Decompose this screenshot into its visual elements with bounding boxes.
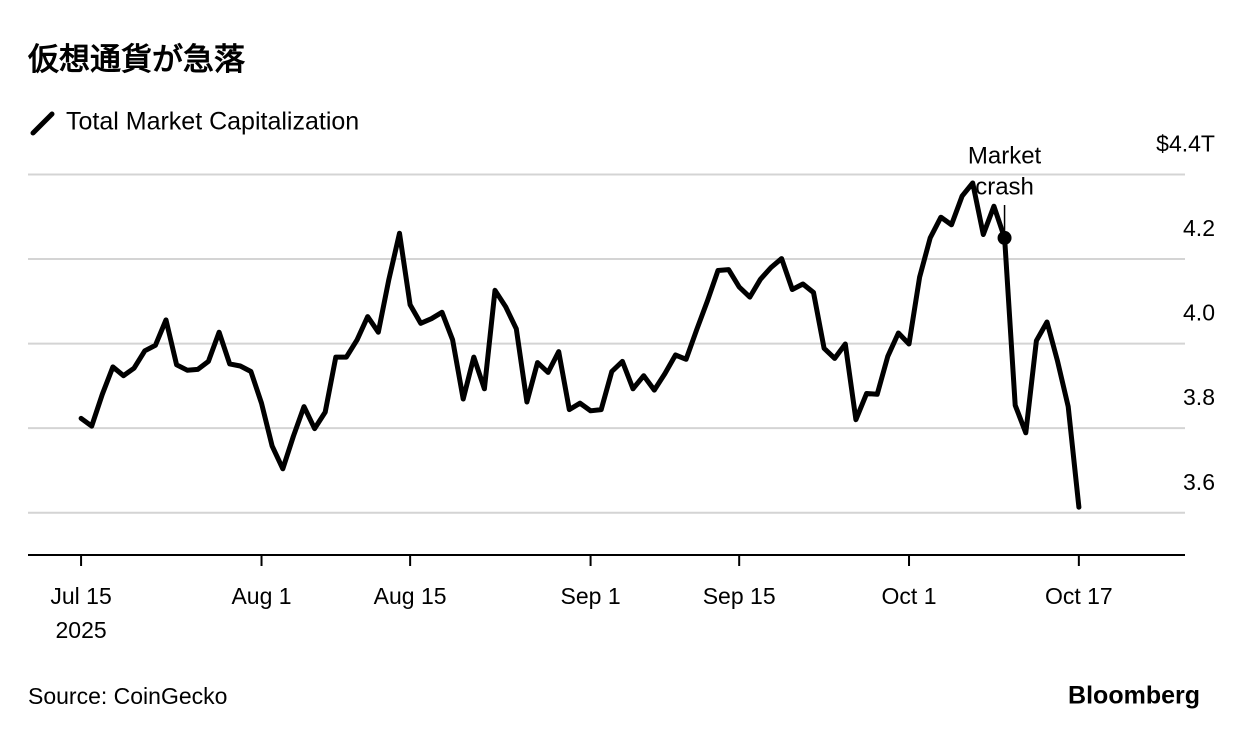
chart-title: 仮想通貨が急落 bbox=[27, 42, 246, 77]
legend-label: Total Market Capitalization bbox=[66, 108, 359, 136]
y-tick-label: 4.0 bbox=[1183, 300, 1215, 326]
brand: Bloomberg bbox=[1068, 682, 1200, 710]
x-tick-label: Aug 15 bbox=[374, 583, 447, 609]
x-tick-label: Aug 1 bbox=[231, 583, 291, 609]
x-tick-label: Sep 15 bbox=[703, 583, 776, 609]
y-tick-label: 3.8 bbox=[1183, 384, 1215, 410]
annotation-text: crash bbox=[975, 173, 1034, 200]
x-tick-label: Sep 1 bbox=[561, 583, 621, 609]
x-year-label: 2025 bbox=[55, 617, 106, 643]
legend-swatch bbox=[30, 111, 55, 136]
x-tick-label: Oct 17 bbox=[1045, 583, 1113, 609]
x-tick-label: Jul 15 bbox=[50, 583, 111, 609]
line bbox=[78, 180, 1082, 510]
y-tick-label: 3.6 bbox=[1183, 469, 1215, 495]
annotation-text: Market bbox=[968, 142, 1042, 169]
y-tick-label: $4.4T bbox=[1156, 131, 1215, 157]
source: Source: CoinGecko bbox=[28, 683, 227, 709]
annotation-point bbox=[997, 230, 1012, 245]
x-tick-label: Oct 1 bbox=[882, 583, 937, 609]
y-tick-label: 4.2 bbox=[1183, 215, 1215, 241]
